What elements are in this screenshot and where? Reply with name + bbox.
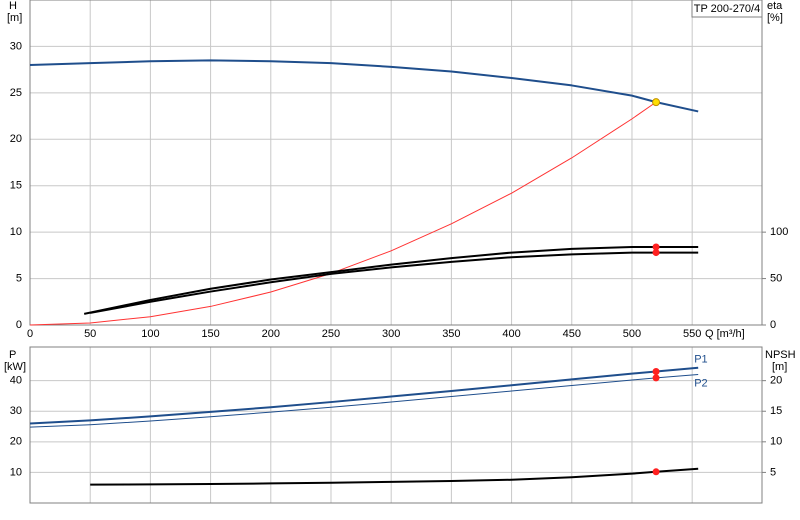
x-tick-label: 250	[322, 328, 340, 340]
y-tick-label: 20	[10, 436, 22, 448]
y-label: H	[9, 0, 17, 12]
y-tick-label: 5	[16, 272, 22, 284]
curve	[83, 246, 699, 315]
legend-box-text: TP 200-270/4	[694, 3, 760, 15]
duty-point	[652, 468, 660, 476]
curve	[29, 101, 657, 326]
y-tick-label: 10	[10, 226, 22, 238]
duty-point	[652, 367, 660, 375]
plot-frame	[29, 0, 763, 326]
legend-label: P2	[694, 377, 707, 389]
y-tick-label: 20	[10, 133, 22, 145]
duty-point	[652, 243, 660, 251]
y2-tick-label: 0	[770, 319, 776, 331]
x-tick-label: 0	[27, 328, 33, 340]
y2-tick-label: 10	[770, 436, 782, 448]
y-tick-label: 15	[10, 180, 22, 192]
curve	[90, 251, 699, 314]
duty-point	[652, 98, 661, 107]
x-tick-label: 200	[262, 328, 280, 340]
x-tick-label: 350	[442, 328, 460, 340]
x-tick-label: 500	[623, 328, 641, 340]
y2-tick-label: 100	[770, 226, 788, 238]
y2-label: NPSH	[765, 349, 796, 361]
plot-frame	[29, 346, 763, 504]
curve	[29, 366, 699, 425]
x-tick-label: 100	[141, 328, 159, 340]
y-unit: [m]	[7, 12, 22, 24]
y-tick-label: 30	[10, 405, 22, 417]
y-tick-label: 25	[10, 87, 22, 99]
x-tick-label: 150	[201, 328, 219, 340]
y2-unit: [m]	[772, 361, 787, 373]
y-unit: [kW]	[4, 361, 26, 373]
y-tick-label: 10	[10, 466, 22, 478]
x-tick-label: 50	[84, 328, 96, 340]
duty-point	[652, 249, 660, 257]
y2-tick-label: 15	[770, 405, 782, 417]
y-label: P	[9, 349, 16, 361]
y-tick-label: 40	[10, 375, 22, 387]
y2-label: eta	[767, 0, 783, 12]
y2-unit: [%]	[767, 12, 783, 24]
y2-tick-label: 20	[770, 375, 782, 387]
x-tick-label: 450	[563, 328, 581, 340]
curve	[90, 467, 699, 486]
legend-box	[691, 0, 763, 18]
legend-label: P1	[694, 354, 707, 366]
curve	[29, 374, 699, 428]
y2-tick-label: 50	[770, 272, 782, 284]
duty-point	[652, 374, 660, 382]
y2-tick-label: 5	[770, 466, 776, 478]
x-tick-label: 400	[502, 328, 520, 340]
y-tick-label: 30	[10, 40, 22, 52]
x-label: Q [m³/h]	[705, 328, 745, 340]
y-tick-label: 0	[16, 319, 22, 331]
x-tick-label: 300	[382, 328, 400, 340]
curve	[29, 59, 699, 113]
x-tick-label: 550	[683, 328, 701, 340]
